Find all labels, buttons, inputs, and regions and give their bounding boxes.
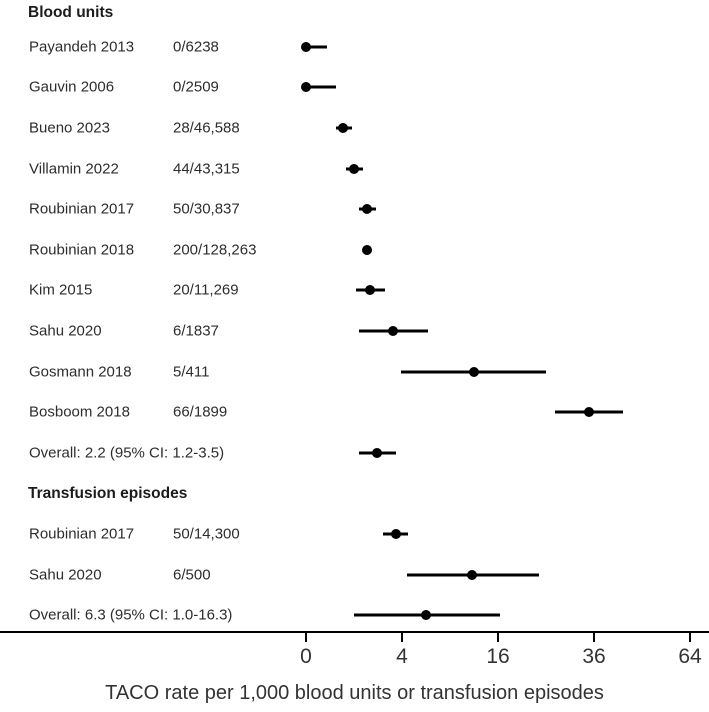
study-label: Payandeh 2013 xyxy=(29,38,135,56)
point-estimate-marker xyxy=(338,122,349,133)
event-count: 200/128,263 xyxy=(173,241,257,259)
axis-tick xyxy=(497,633,499,642)
event-count: 50/14,300 xyxy=(173,525,240,543)
point-estimate-marker xyxy=(388,326,399,337)
point-estimate-marker xyxy=(468,366,479,377)
x-axis-title: TACO rate per 1,000 blood units or trans… xyxy=(105,682,604,704)
overall-summary-label: Overall: 6.3 (95% CI: 1.0-16.3) xyxy=(29,606,233,624)
axis-tick xyxy=(593,633,595,642)
overall-summary-label: Overall: 2.2 (95% CI: 1.2-3.5) xyxy=(29,444,225,462)
axis-tick xyxy=(401,633,403,642)
study-label: Gauvin 2006 xyxy=(29,78,115,96)
point-estimate-marker xyxy=(372,447,383,458)
event-count: 66/1899 xyxy=(173,403,228,421)
study-label: Bueno 2023 xyxy=(29,119,110,137)
point-estimate-marker xyxy=(361,244,372,255)
study-label: Sahu 2020 xyxy=(29,566,102,584)
confidence-interval-line xyxy=(306,85,337,89)
point-estimate-marker xyxy=(301,41,311,52)
axis-tick-label: 36 xyxy=(582,645,606,668)
study-label: Roubinian 2018 xyxy=(29,241,135,259)
section-header: Blood units xyxy=(28,4,114,21)
event-count: 0/2509 xyxy=(173,78,219,96)
study-label: Gosmann 2018 xyxy=(29,363,132,381)
section-header: Transfusion episodes xyxy=(28,484,188,502)
axis-tick-label: 16 xyxy=(486,645,510,668)
confidence-interval-line xyxy=(306,45,328,49)
event-count: 5/411 xyxy=(173,363,210,381)
study-label: Kim 2015 xyxy=(29,281,93,299)
point-estimate-marker xyxy=(467,569,478,580)
study-label: Sahu 2020 xyxy=(29,322,102,340)
axis-tick-label: 0 xyxy=(300,645,312,668)
event-count: 6/1837 xyxy=(173,322,219,340)
point-estimate-marker xyxy=(421,610,432,621)
point-estimate-marker xyxy=(584,407,595,418)
study-label: Villamin 2022 xyxy=(29,160,119,178)
x-axis-line xyxy=(0,631,709,633)
point-estimate-marker xyxy=(361,204,372,215)
event-count: 6/500 xyxy=(173,566,211,584)
axis-tick xyxy=(305,633,307,642)
axis-tick-label: 64 xyxy=(678,645,702,668)
event-count: 44/43,315 xyxy=(173,160,240,178)
event-count: 20/11,269 xyxy=(173,281,239,299)
point-estimate-marker xyxy=(365,285,376,296)
study-label: Bosboom 2018 xyxy=(29,403,130,421)
point-estimate-marker xyxy=(301,82,311,93)
study-label: Roubinian 2017 xyxy=(29,525,135,543)
study-label: Roubinian 2017 xyxy=(29,200,135,218)
axis-tick xyxy=(689,633,691,642)
event-count: 28/46,588 xyxy=(173,119,240,137)
point-estimate-marker xyxy=(349,163,359,174)
event-count: 50/30,837 xyxy=(173,200,240,218)
point-estimate-marker xyxy=(390,529,401,540)
event-count: 0/6238 xyxy=(173,38,219,56)
axis-tick-label: 4 xyxy=(396,645,408,668)
